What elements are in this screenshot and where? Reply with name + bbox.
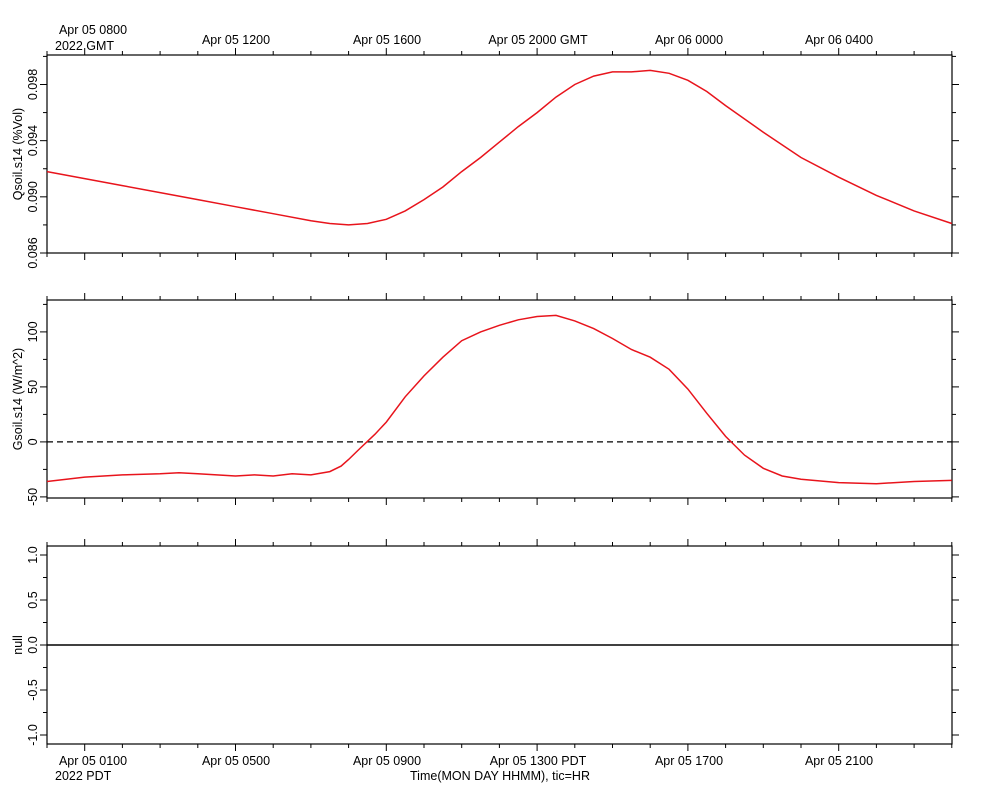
y-tick-label: -1.0 [26,724,40,746]
top-axis-label-2: Apr 05 1600 [353,33,421,47]
bottom-axis-label-2: Apr 05 0900 [353,754,421,768]
y-tick-label: 0.086 [26,237,40,268]
panel-gsoil-ticks [40,293,959,505]
bottom-axis-year-label: 2022 PDT [55,769,112,783]
y-tick-label: 0.094 [26,125,40,156]
panel-null-ytick-labels: -1.0 -0.5 0.0 0.5 1.0 [26,546,40,746]
y-tick-label: 0 [26,438,40,445]
panel-gsoil: -50 0 50 100 Gsoil.s14 (W/m^2) [11,293,959,506]
panel-null-ylabel: null [11,635,25,654]
panel-null-ticks [40,539,959,751]
panel-qsoil-ticks [40,48,959,260]
panel-qsoil-ylabel: Qsoil.s14 (%Vol) [11,108,25,200]
bottom-axis-label-1: Apr 05 0500 [202,754,270,768]
top-axis-label-1: Apr 05 1200 [202,33,270,47]
y-tick-label: 1.0 [26,546,40,563]
y-tick-label: 0.098 [26,69,40,100]
y-tick-label: -50 [26,488,40,506]
top-axis-label-0: Apr 05 0800 [59,23,127,37]
bottom-axis-label-4: Apr 05 1700 [655,754,723,768]
bottom-axis-labels: Apr 05 0100 Apr 05 0500 Apr 05 0900 Apr … [55,754,873,783]
panel-gsoil-ytick-labels: -50 0 50 100 [26,321,40,506]
panel-qsoil-ytick-labels: 0.086 0.090 0.094 0.098 [26,69,40,269]
panel-qsoil-frame [46,54,953,254]
y-tick-label: 0.0 [26,636,40,653]
top-axis-label-3: Apr 05 2000 GMT [488,33,588,47]
bottom-axis-title: Time(MON DAY HHMM), tic=HR [410,769,590,783]
bottom-axis-label-3: Apr 05 1300 PDT [490,754,587,768]
top-axis-year-label: 2022 GMT [55,39,114,53]
panel-gsoil-ylabel: Gsoil.s14 (W/m^2) [11,348,25,450]
y-tick-label: 100 [26,321,40,342]
qsoil-series-line [46,69,953,226]
panel-null: -1.0 -0.5 0.0 0.5 1.0 null [11,539,959,751]
y-tick-label: -0.5 [26,679,40,701]
y-tick-label: 0.090 [26,181,40,212]
bottom-axis-label-0: Apr 05 0100 [59,754,127,768]
panel-gsoil-frame [46,299,953,499]
top-axis-label-5: Apr 06 0400 [805,33,873,47]
gsoil-series-line [46,314,952,485]
top-axis-label-4: Apr 06 0000 [655,33,723,47]
y-tick-label: 0.5 [26,591,40,608]
y-tick-label: 50 [26,380,40,394]
top-axis-labels: Apr 05 0800 Apr 05 1200 Apr 05 1600 Apr … [55,23,873,53]
bottom-axis-label-5: Apr 05 2100 [805,754,873,768]
panel-qsoil: 0.086 0.090 0.094 0.098 Qsoil.s14 (%Vol) [11,48,959,269]
